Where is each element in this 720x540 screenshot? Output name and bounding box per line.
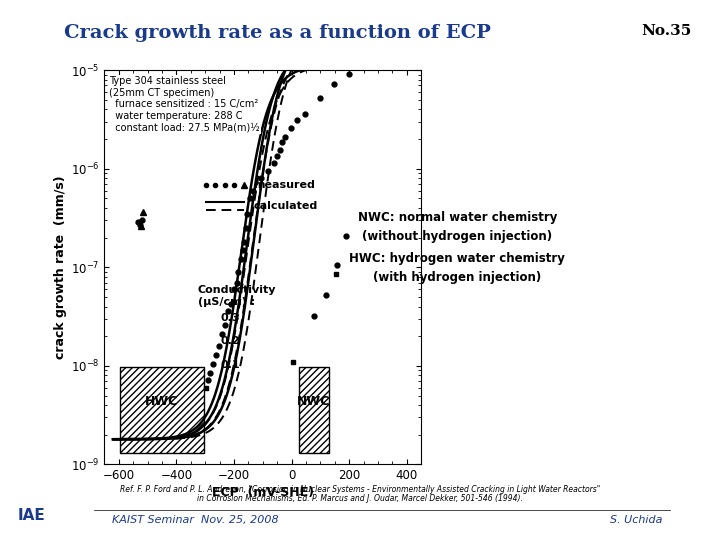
Text: IAE: IAE (18, 508, 46, 523)
Bar (120, 367, 204, 453)
Text: HWC: hydrogen water chemistry: HWC: hydrogen water chemistry (349, 252, 565, 265)
Text: KAIST Seminar  Nov. 25, 2008: KAIST Seminar Nov. 25, 2008 (112, 515, 278, 525)
Text: 0.1: 0.1 (220, 360, 240, 370)
Text: S. Uchida: S. Uchida (610, 515, 662, 525)
Text: Conductivity
(μS/cm) :: Conductivity (μS/cm) : (198, 285, 276, 307)
Text: NWC: NWC (297, 395, 330, 408)
Text: (without hydrogen injection): (without hydrogen injection) (362, 230, 552, 244)
Text: in Corrosion Mechanisms, Ed. P. Marcus and J. Oudar, Marcel Dekker, 501-546 (199: in Corrosion Mechanisms, Ed. P. Marcus a… (197, 494, 523, 503)
Text: No.35: No.35 (641, 24, 691, 38)
Bar (299, 367, 329, 453)
Text: HWC: HWC (145, 395, 179, 408)
Text: (with hydrogen injection): (with hydrogen injection) (373, 271, 541, 284)
X-axis label: ECP  (mV-SHE): ECP (mV-SHE) (212, 487, 314, 500)
Text: NWC: normal water chemistry: NWC: normal water chemistry (358, 211, 557, 225)
Text: Type 304 stainless steel
(25mm CT specimen)
  furnace sensitized : 15 C/cm²
  wa: Type 304 stainless steel (25mm CT specim… (109, 76, 260, 132)
Text: 0.2: 0.2 (220, 336, 240, 346)
Text: calculated: calculated (253, 201, 318, 211)
Y-axis label: crack growth rate  (mm/s): crack growth rate (mm/s) (54, 176, 67, 359)
Text: 0.3: 0.3 (220, 313, 240, 322)
Text: Crack growth rate as a function of ECP: Crack growth rate as a function of ECP (64, 24, 490, 42)
Text: Ref. F. P. Ford and P. L. Andresen, "Corrosion in Nuclear Systems - Environmenta: Ref. F. P. Ford and P. L. Andresen, "Cor… (120, 485, 600, 494)
Text: measured: measured (253, 179, 315, 190)
